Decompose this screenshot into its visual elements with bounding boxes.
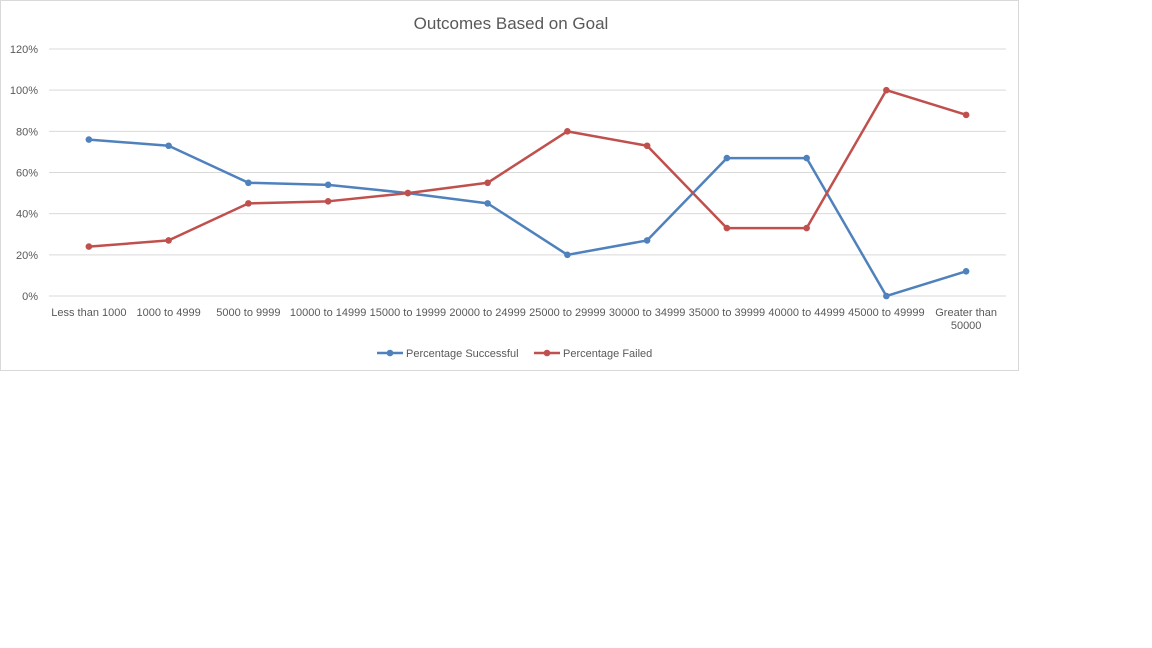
x-tick-label: 35000 to 39999	[689, 307, 765, 319]
data-point	[245, 179, 252, 187]
y-tick-label: 60%	[16, 168, 38, 180]
data-point	[165, 237, 172, 244]
data-point	[85, 136, 93, 143]
data-point	[643, 142, 651, 150]
data-point	[165, 142, 172, 150]
legend: Percentage Successful Percentage Failed	[377, 348, 652, 360]
data-point	[245, 200, 252, 207]
x-tick-label: 25000 to 29999	[529, 307, 605, 319]
data-point	[883, 86, 890, 94]
y-tick-label: 20%	[16, 250, 38, 262]
data-point	[404, 189, 412, 197]
x-tick-label: 15000 to 19999	[370, 307, 446, 319]
y-tick-label: 40%	[16, 209, 38, 221]
legend-swatch-marker	[386, 349, 394, 357]
x-axis-tick-labels: Less than 1000 1000 to 4999 5000 to 9999 10…	[51, 307, 997, 332]
chart-title: Outcomes Based on Goal	[414, 14, 609, 33]
x-tick-label: 5000 to 9999	[216, 307, 280, 319]
x-tick-label: Less than 1000	[51, 307, 126, 319]
data-point	[564, 251, 571, 259]
x-tick-label: 20000 to 24999	[449, 307, 525, 319]
data-point	[85, 243, 93, 250]
data-point	[962, 268, 970, 275]
y-tick-label: 80%	[16, 126, 38, 138]
data-point	[723, 154, 731, 162]
line-chart: Outcomes Based on Goal 0% 20% 40% 60% 80% 100…	[10, 14, 1006, 360]
x-tick-label: 45000 to 49999	[848, 307, 924, 319]
y-tick-label: 120%	[10, 44, 38, 56]
x-tick-label: Greater than 50000	[935, 307, 997, 332]
legend-label: Percentage Successful	[406, 348, 519, 360]
y-axis-tick-labels: 0% 20% 40% 60% 80% 100% 120%	[10, 44, 38, 303]
series-line-1	[87, 138, 968, 298]
y-tick-label: 100%	[10, 85, 38, 97]
data-point	[643, 237, 651, 244]
series-line-2	[87, 88, 968, 248]
x-tick-label: 30000 to 34999	[609, 307, 685, 319]
data-point	[484, 200, 491, 207]
x-tick-label: 10000 to 14999	[290, 307, 366, 319]
chart-container: Outcomes Based on Goal 0% 20% 40% 60% 80% 100…	[0, 0, 1019, 371]
gridlines	[49, 48, 1006, 297]
data-point	[484, 179, 491, 187]
data-point	[962, 111, 970, 119]
data-point	[564, 128, 571, 135]
x-tick-label: 40000 to 44999	[768, 307, 844, 319]
data-point	[803, 224, 810, 232]
y-tick-label: 0%	[22, 291, 38, 303]
series-layer	[85, 86, 970, 300]
data-point	[803, 154, 810, 162]
x-tick-label: 1000 to 4999	[137, 307, 201, 319]
data-point	[324, 198, 332, 205]
data-point	[723, 224, 731, 232]
legend-label: Percentage Failed	[563, 348, 652, 360]
legend-swatch-marker	[543, 349, 551, 357]
data-point	[883, 292, 890, 300]
data-point	[324, 181, 332, 189]
